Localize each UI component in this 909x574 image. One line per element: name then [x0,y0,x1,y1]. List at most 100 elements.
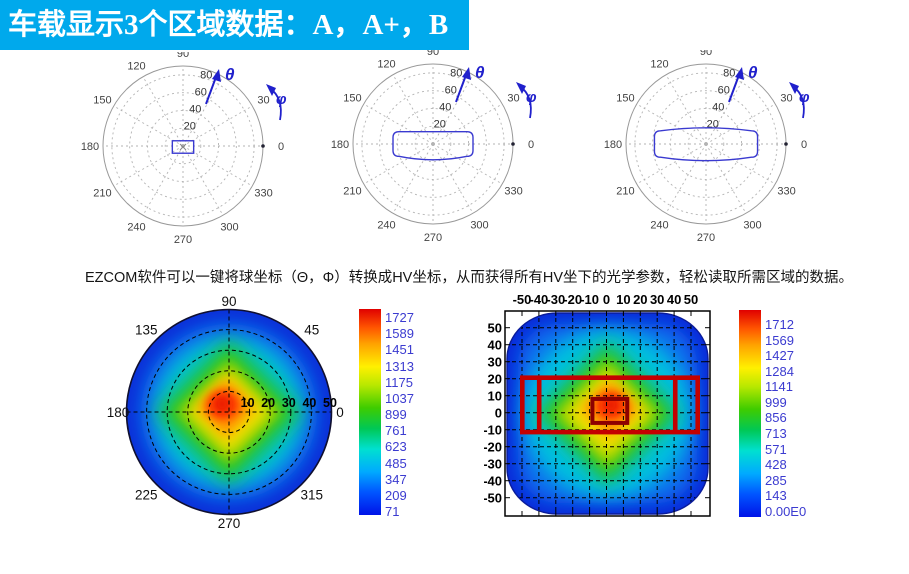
y-tick-label: -30 [484,457,502,472]
y-tick-label: 20 [488,372,502,387]
colorbar-tick-label: 1451 [385,342,414,358]
theta-arrowhead [462,67,471,80]
grid-spoke [705,74,747,145]
radial-tick-label: 40 [712,101,724,113]
grid-spoke [142,76,184,147]
colorbar-tick-label: 485 [385,455,407,471]
left-colorbar [359,309,381,515]
angular-tick-label: 300 [470,220,488,232]
grid-spoke [182,76,224,147]
angular-tick-label: 240 [377,220,395,232]
squircle-outline [506,312,709,515]
polar-grid [103,66,263,226]
x-tick-label: -50 [513,292,532,307]
angular-tick-label: 330 [254,188,272,200]
colorbar-tick-label: 347 [385,471,407,487]
colorbar-tick-label: 1284 [765,363,794,379]
grid-spoke [432,103,503,145]
colorbar-tick-label: 1427 [765,348,794,364]
y-tick-label: 40 [488,338,502,353]
angular-tick-label: 90 [221,294,236,309]
colorbar-tick-label: 1712 [765,317,794,332]
angular-tick-label: 240 [127,222,145,234]
grid-circle [687,125,725,163]
colorbar-tick-label: 999 [765,394,787,410]
colorbar-tick-label: 571 [765,441,787,457]
colorbar-tick-label: 1569 [765,332,794,348]
colorbar-tick-label: 143 [765,488,787,504]
grid-spoke [182,145,253,187]
x-tick-label: 50 [684,292,698,307]
phi-label: φ [276,91,287,108]
grid-circle [129,92,237,200]
theta-arrow [455,74,467,103]
heat-hotspot-core [214,396,230,412]
y-tick-label: 10 [488,389,502,404]
theta-arrow [728,74,740,103]
colorbar-tick-label: 71 [385,504,400,520]
grid-spoke [705,143,747,214]
banner-title: 车载显示3个区域数据：A，A+，B [8,9,449,41]
y-tick-label: 0 [495,406,502,421]
colorbar-tick-label: 856 [765,410,787,426]
angular-tick-label: 180 [107,405,130,420]
angular-tick-label: 180 [604,139,622,151]
angular-tick-label: 90 [700,50,712,58]
angular-tick-label: 90 [177,52,189,60]
radial-tick-label: 80 [200,70,212,82]
colorbar-tick-label: 0.00E0 [765,503,807,519]
origin-dot [261,144,265,148]
caption-text: EZCOM软件可以一键将球坐标（Θ，Φ）转换成HV坐标，从而获得所有HV坐下的光… [85,269,853,286]
angular-tick-label: 270 [424,232,442,244]
region-inner-rect [590,396,630,425]
colorbar-tick-label: 1313 [385,358,414,374]
colorbar-tick-label: 623 [385,439,407,455]
radial-tick-label: 80 [450,68,462,80]
hv-heatmap-frame [504,310,711,517]
angular-tick-label: 210 [93,188,111,200]
angular-tick-label: 150 [93,95,111,107]
polar-heatmap: 90 45 0 315 270 225 180 135 10 20 30 40 50 [107,294,344,531]
radial-tick-label: 50 [323,396,337,410]
polar-grid [353,64,513,224]
angular-tick-label: 270 [697,232,715,244]
polar-heatmap-grid [126,309,332,515]
radial-tick-label: 40 [189,103,201,115]
angular-tick-label: 180 [331,139,349,151]
grid-spoke [142,145,184,216]
angular-tick-label: 0 [528,139,534,151]
angular-tick-label: 120 [377,58,395,70]
grid-spoke [432,74,474,145]
polar-plot-region-a: 0 30 90 120 150 180 210 240 270 300 330 20 40 60 80 θ φ [81,52,287,246]
grid-circle [164,127,202,165]
grid-spoke [363,103,434,145]
theta-label: θ [748,63,758,82]
angular-tick-label: 30 [257,95,269,107]
polar-grid [626,64,786,224]
y-tick-label: -50 [484,491,502,506]
grid-circle [652,90,760,198]
angular-tick-label: 270 [218,516,241,531]
colorbar-tick-label: 1037 [385,390,414,406]
grid-spoke [392,74,434,145]
angular-tick-label: 210 [343,186,361,198]
theta-label: θ [475,63,485,82]
radial-tick-label: 40 [439,101,451,113]
hv-heatmap-field [507,313,708,514]
colorbar-tick-label: 1589 [385,326,414,342]
grid-spoke [665,74,707,145]
grid-spoke [182,145,224,216]
angular-tick-label: 30 [780,93,792,105]
angular-tick-label: 300 [743,220,761,232]
colorbar-tick-label: 209 [385,487,407,503]
colorbar-tick-label: 428 [765,457,787,473]
angular-tick-label: 315 [300,488,323,503]
radial-tick-label: 20 [184,120,196,132]
grid-spoke [363,143,434,185]
phi-arrowhead [266,84,276,96]
region-outline [653,127,759,162]
angular-tick-label: 150 [616,93,634,105]
angular-tick-label: 150 [343,93,361,105]
colorbar-tick-label: 899 [385,407,407,423]
origin-dot [511,142,515,146]
